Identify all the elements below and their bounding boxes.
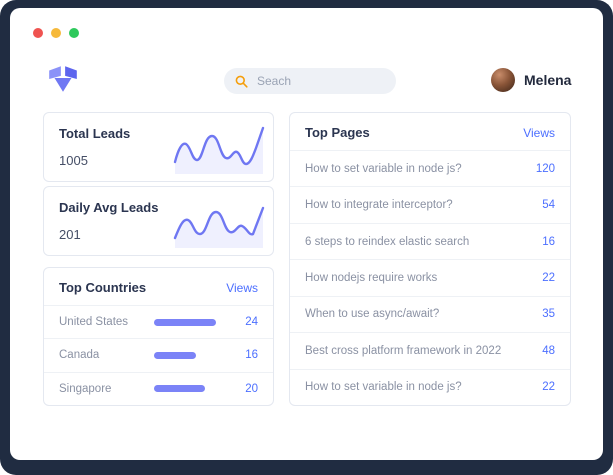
total-leads-sparkline — [173, 126, 265, 174]
country-row: United States 24 — [44, 305, 273, 338]
page-views-value[interactable]: 120 — [535, 162, 555, 175]
page-row: How to set variable in node js? 22 — [290, 368, 570, 405]
user-name: Melena — [524, 72, 572, 88]
top-countries-title: Top Countries — [59, 280, 147, 295]
top-countries-header: Top Countries Views — [44, 268, 273, 305]
page-title: How nodejs require works — [305, 271, 438, 284]
total-leads-title: Total Leads — [59, 126, 131, 141]
page-views-value[interactable]: 22 — [542, 271, 555, 284]
top-pages-card: Top Pages Views How to set variable in n… — [289, 112, 571, 406]
page-views-value[interactable]: 16 — [542, 235, 555, 248]
total-leads-value: 1005 — [59, 153, 88, 168]
page-row: When to use async/await? 35 — [290, 295, 570, 332]
page-views-value[interactable]: 22 — [542, 381, 555, 394]
daily-avg-leads-card: Daily Avg Leads 201 — [43, 186, 274, 256]
page-title: How to set variable in node js? — [305, 381, 462, 394]
top-countries-views-link[interactable]: Views — [226, 280, 258, 295]
country-bar — [154, 318, 216, 326]
country-views-value[interactable]: 24 — [245, 316, 258, 329]
country-views-value[interactable]: 16 — [245, 349, 258, 362]
country-row: Singapore 20 — [44, 371, 273, 405]
page-title: How to set variable in node js? — [305, 162, 462, 175]
country-bar-track — [154, 318, 216, 326]
country-bar — [154, 351, 196, 359]
page-title: When to use async/await? — [305, 308, 440, 321]
close-window-button[interactable] — [33, 28, 43, 38]
daily-avg-leads-value: 201 — [59, 227, 81, 242]
search-input[interactable] — [255, 73, 385, 89]
page-title: How to integrate interceptor? — [305, 199, 453, 212]
page-views-value[interactable]: 54 — [542, 199, 555, 212]
country-name: Singapore — [59, 382, 112, 395]
page-row: How to integrate interceptor? 54 — [290, 186, 570, 222]
top-countries-card: Top Countries Views United States 24 Can… — [43, 267, 274, 406]
search-bar[interactable] — [224, 68, 396, 94]
page-views-value[interactable]: 48 — [542, 344, 555, 357]
top-pages-title: Top Pages — [305, 125, 370, 140]
daily-avg-leads-title: Daily Avg Leads — [59, 200, 159, 215]
app-window: Melena Total Leads 1005 Daily Avg Leads … — [10, 8, 603, 460]
maximize-window-button[interactable] — [69, 28, 79, 38]
page-row: How nodejs require works 22 — [290, 259, 570, 295]
search-icon — [235, 75, 248, 88]
total-leads-card: Total Leads 1005 — [43, 112, 274, 182]
country-row: Canada 16 — [44, 338, 273, 371]
page-title: 6 steps to reindex elastic search — [305, 235, 470, 248]
country-bar-track — [154, 385, 216, 393]
page-row: 6 steps to reindex elastic search 16 — [290, 222, 570, 259]
country-bar-track — [154, 351, 216, 359]
page-row: Best cross platform framework in 2022 48 — [290, 332, 570, 368]
minimize-window-button[interactable] — [51, 28, 61, 38]
country-bar — [154, 385, 206, 393]
country-views-value[interactable]: 20 — [245, 382, 258, 395]
daily-avg-leads-sparkline — [173, 206, 265, 248]
page-views-value[interactable]: 35 — [542, 308, 555, 321]
country-name: Canada — [59, 349, 100, 362]
app-logo-icon[interactable] — [46, 62, 80, 96]
top-pages-header: Top Pages Views — [290, 113, 570, 150]
page-row: How to set variable in node js? 120 — [290, 150, 570, 186]
country-name: United States — [59, 316, 129, 329]
user-menu[interactable]: Melena — [491, 68, 571, 92]
top-pages-views-link[interactable]: Views — [523, 125, 555, 140]
avatar — [491, 68, 515, 92]
page-title: Best cross platform framework in 2022 — [305, 344, 502, 357]
